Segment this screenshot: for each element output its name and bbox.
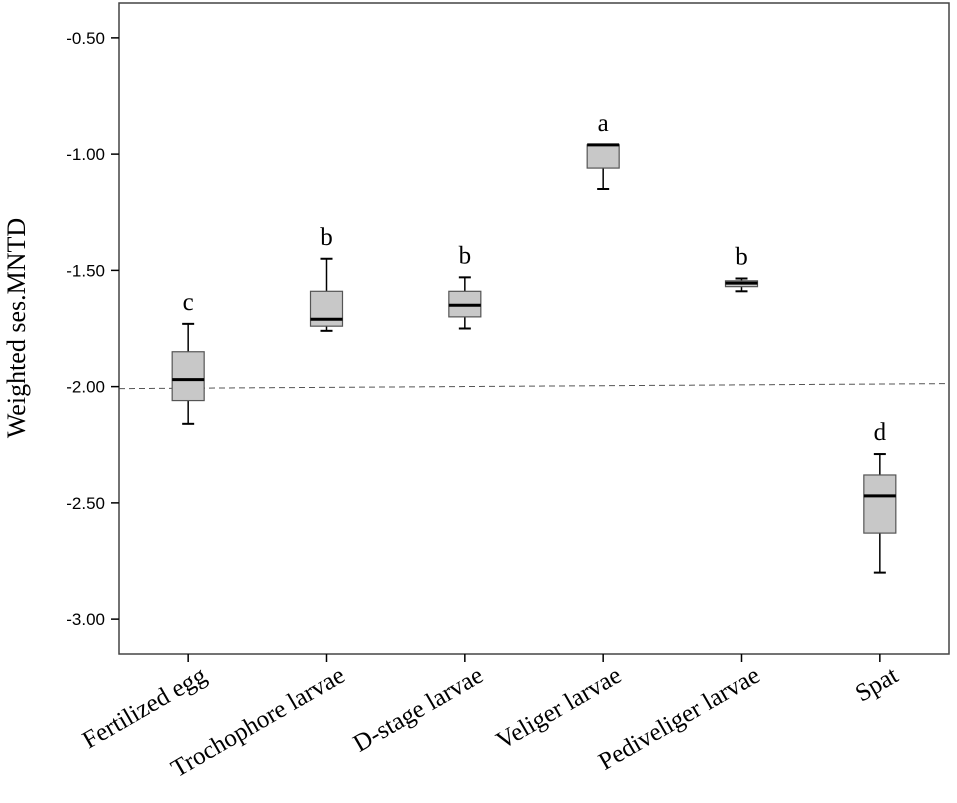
reference-layer bbox=[118, 383, 950, 390]
box-group: b bbox=[724, 244, 759, 293]
box-iqr bbox=[171, 351, 205, 402]
y-tick-label: -1.50 bbox=[66, 261, 105, 280]
box-group: b bbox=[309, 224, 344, 332]
box-iqr bbox=[586, 144, 620, 169]
significance-label: d bbox=[874, 419, 887, 446]
significance-label: c bbox=[183, 289, 194, 316]
x-category-label: Spat bbox=[851, 662, 903, 708]
x-category-label: Veliger larvae bbox=[492, 662, 626, 755]
y-tick-label: -3.00 bbox=[66, 610, 105, 629]
plot-frame bbox=[118, 2, 950, 655]
box-group: b bbox=[448, 242, 482, 330]
box-group: a bbox=[586, 110, 620, 190]
x-category-label: D-stage larvae bbox=[349, 662, 488, 758]
x-category-label: Fertilized egg bbox=[78, 662, 212, 755]
significance-label: a bbox=[598, 110, 609, 137]
y-axis-title: Weighted ses.MNTD bbox=[2, 218, 31, 438]
box-iqr bbox=[309, 290, 344, 327]
box-group: c bbox=[171, 289, 205, 425]
significance-label: b bbox=[735, 244, 748, 271]
y-tick-label: -0.50 bbox=[66, 29, 105, 48]
y-tick-label: -2.00 bbox=[66, 378, 105, 397]
significance-label: b bbox=[459, 242, 472, 269]
box-layer: c b b a b d bbox=[171, 110, 897, 574]
reference-line bbox=[118, 383, 950, 390]
significance-label: b bbox=[320, 224, 333, 251]
box-iqr bbox=[863, 474, 897, 534]
box-group: d bbox=[863, 419, 897, 574]
y-tick-label: -2.50 bbox=[66, 494, 105, 513]
y-tick-label: -1.00 bbox=[66, 145, 105, 164]
